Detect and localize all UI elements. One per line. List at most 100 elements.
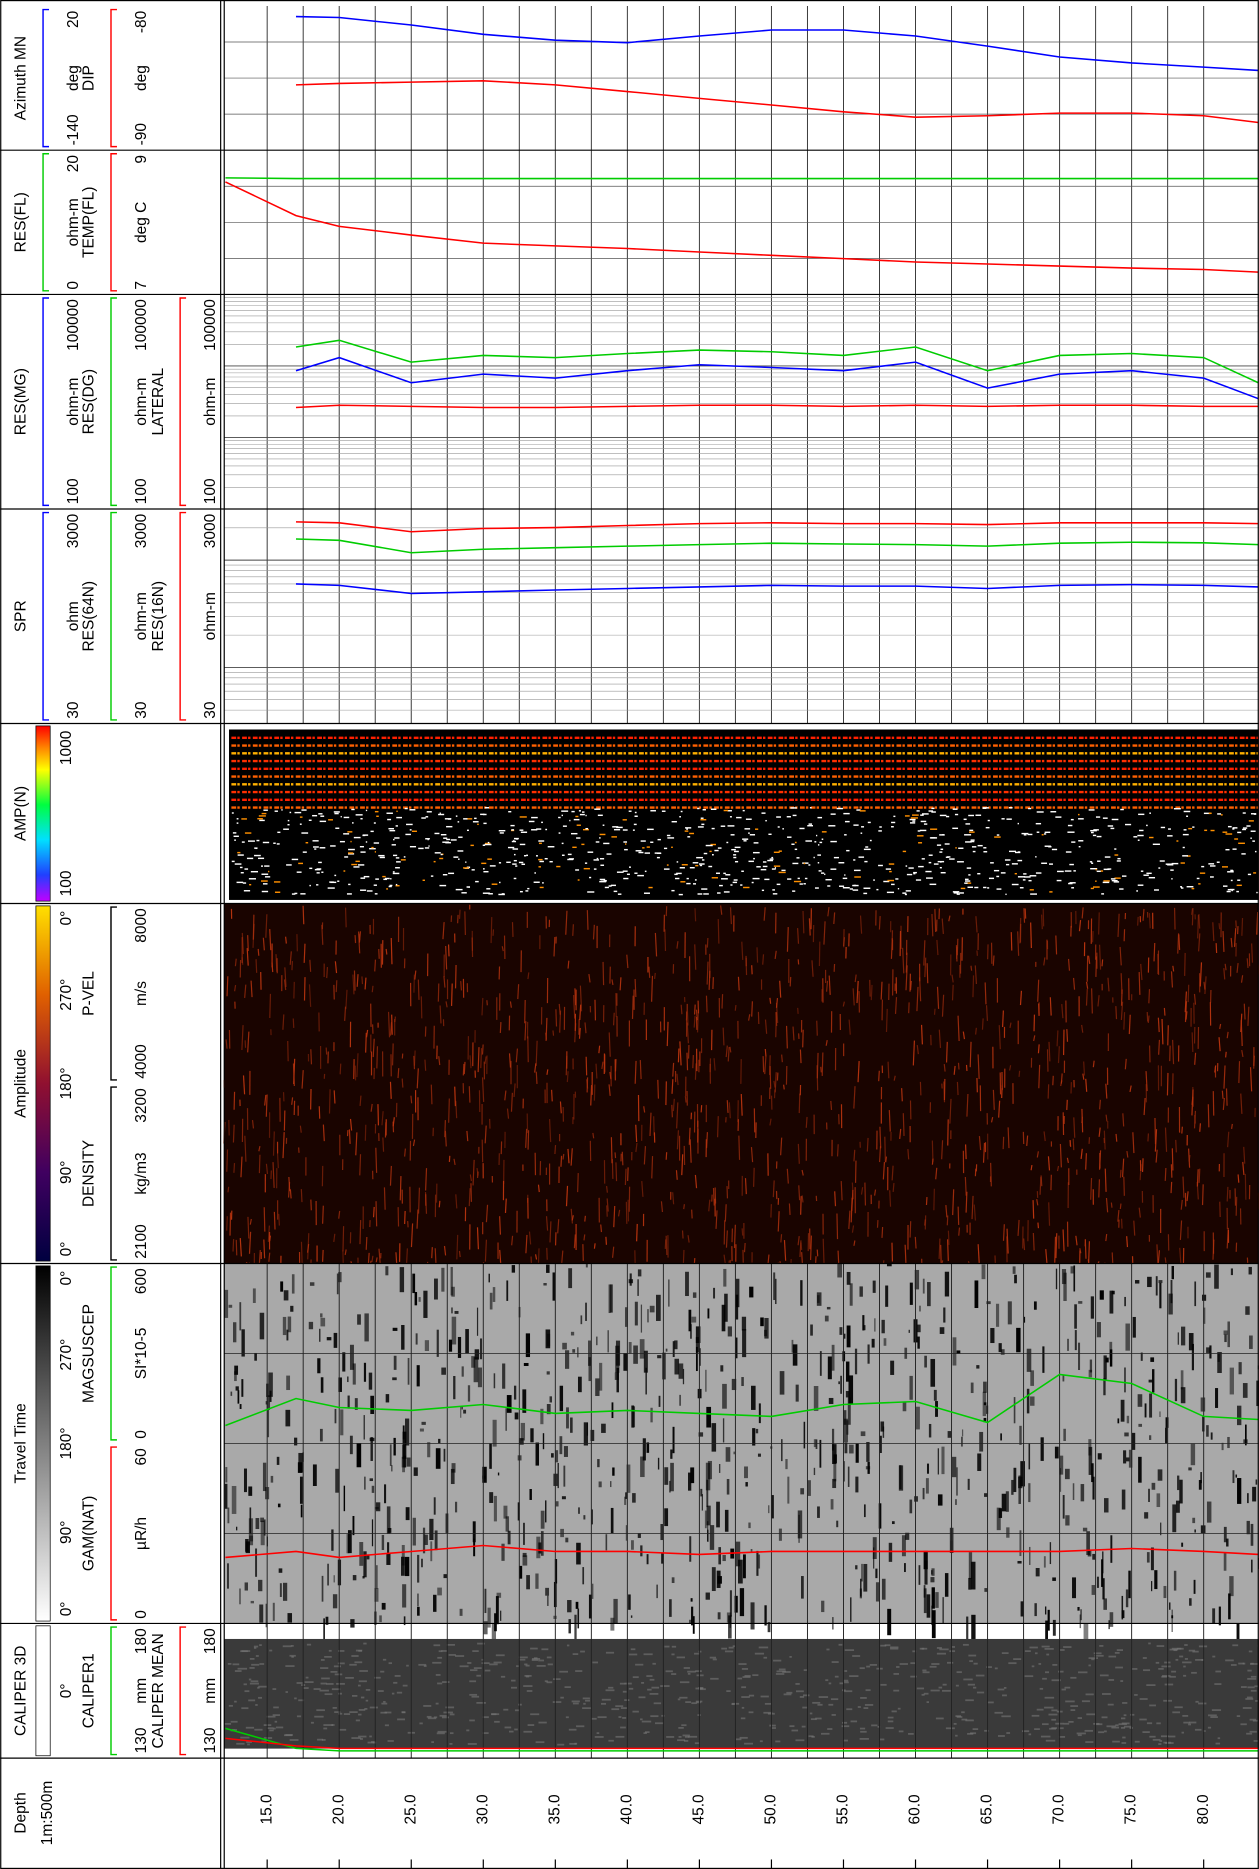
image-texture — [334, 811, 340, 812]
image-texture — [728, 825, 735, 826]
image-texture — [294, 893, 297, 894]
image-texture — [260, 1313, 265, 1340]
image-texture — [903, 851, 906, 852]
image-texture — [647, 1442, 650, 1452]
image-texture — [407, 1458, 411, 1467]
image-texture — [1222, 1091, 1223, 1099]
image-texture — [1030, 889, 1034, 890]
image-texture — [494, 1373, 496, 1388]
image-texture — [840, 1376, 842, 1394]
color-bar-tick: 0° — [58, 1683, 75, 1698]
image-texture — [973, 1728, 979, 1730]
image-texture — [939, 851, 942, 852]
image-texture — [359, 1542, 363, 1566]
image-texture — [893, 1673, 899, 1675]
image-texture — [804, 1422, 806, 1449]
image-texture — [356, 814, 363, 815]
image-texture — [830, 868, 836, 869]
scale-max: 20 — [65, 155, 82, 172]
image-texture — [327, 1337, 332, 1340]
image-texture — [608, 1740, 613, 1742]
image-texture — [695, 1742, 700, 1744]
image-texture — [581, 1315, 583, 1324]
image-texture — [879, 826, 882, 827]
image-texture — [290, 1189, 291, 1198]
image-texture — [376, 1502, 380, 1511]
image-texture — [277, 832, 280, 833]
color-bar — [36, 1626, 50, 1756]
image-texture — [1185, 953, 1186, 976]
image-texture — [356, 1720, 360, 1722]
image-texture — [839, 1327, 842, 1335]
image-texture — [1237, 1478, 1241, 1504]
image-texture — [400, 1267, 404, 1292]
image-texture — [1228, 826, 1232, 827]
image-texture — [314, 848, 316, 849]
image-texture — [782, 828, 784, 829]
image-texture — [406, 824, 413, 825]
image-texture — [402, 1445, 405, 1472]
image-texture — [417, 1607, 420, 1616]
scale-unit: µR/h — [133, 1517, 150, 1550]
image-texture — [1148, 1643, 1151, 1645]
image-texture — [330, 845, 336, 846]
image-texture — [966, 1617, 968, 1640]
image-texture — [1188, 985, 1189, 1002]
image-texture — [259, 1605, 263, 1623]
image-texture — [530, 1713, 539, 1715]
image-texture — [453, 856, 458, 857]
image-texture — [506, 1516, 509, 1531]
image-texture — [354, 970, 355, 990]
image-texture — [753, 858, 755, 859]
image-texture — [298, 863, 303, 864]
image-texture — [734, 879, 738, 880]
image-texture — [844, 1670, 847, 1672]
image-texture — [541, 1511, 545, 1529]
scale-min: 0 — [133, 1610, 150, 1619]
image-texture — [973, 851, 976, 852]
image-texture — [583, 1698, 590, 1700]
image-texture — [1217, 813, 1221, 814]
image-texture — [946, 1727, 955, 1729]
image-texture — [666, 1236, 667, 1255]
curve-name: RES(64N) — [81, 581, 98, 652]
image-texture — [837, 1214, 838, 1240]
image-texture — [1148, 1133, 1149, 1141]
image-texture — [932, 1587, 935, 1608]
image-texture — [1045, 1697, 1055, 1699]
image-texture — [1138, 814, 1144, 815]
image-texture — [514, 878, 517, 879]
image-texture — [295, 812, 302, 813]
image-texture — [320, 1313, 322, 1317]
image-texture — [405, 1419, 409, 1446]
image-texture — [814, 841, 816, 842]
image-texture — [616, 993, 617, 1017]
image-texture — [957, 893, 960, 894]
image-texture — [983, 1382, 987, 1393]
image-texture — [1250, 837, 1251, 838]
image-texture — [1191, 1672, 1197, 1674]
image-texture — [723, 1269, 726, 1287]
image-texture — [672, 1577, 675, 1583]
image-texture — [700, 1489, 702, 1497]
image-texture — [1164, 1586, 1167, 1598]
image-texture — [1227, 891, 1231, 892]
image-texture — [645, 852, 650, 853]
image-texture — [918, 866, 924, 867]
image-texture — [819, 870, 822, 871]
image-texture — [444, 1449, 446, 1462]
image-texture — [233, 1125, 234, 1143]
image-texture — [353, 866, 359, 867]
image-texture — [567, 859, 573, 860]
image-texture — [1230, 889, 1235, 890]
image-texture — [971, 1383, 974, 1393]
image-texture — [1124, 1012, 1125, 1030]
image-texture — [620, 977, 621, 990]
image-texture — [927, 963, 928, 983]
image-texture — [1249, 1651, 1253, 1653]
image-texture — [929, 862, 932, 863]
image-texture — [1138, 884, 1144, 885]
image-texture — [1031, 1165, 1032, 1170]
image-texture — [434, 861, 436, 862]
image-texture — [892, 1521, 895, 1524]
